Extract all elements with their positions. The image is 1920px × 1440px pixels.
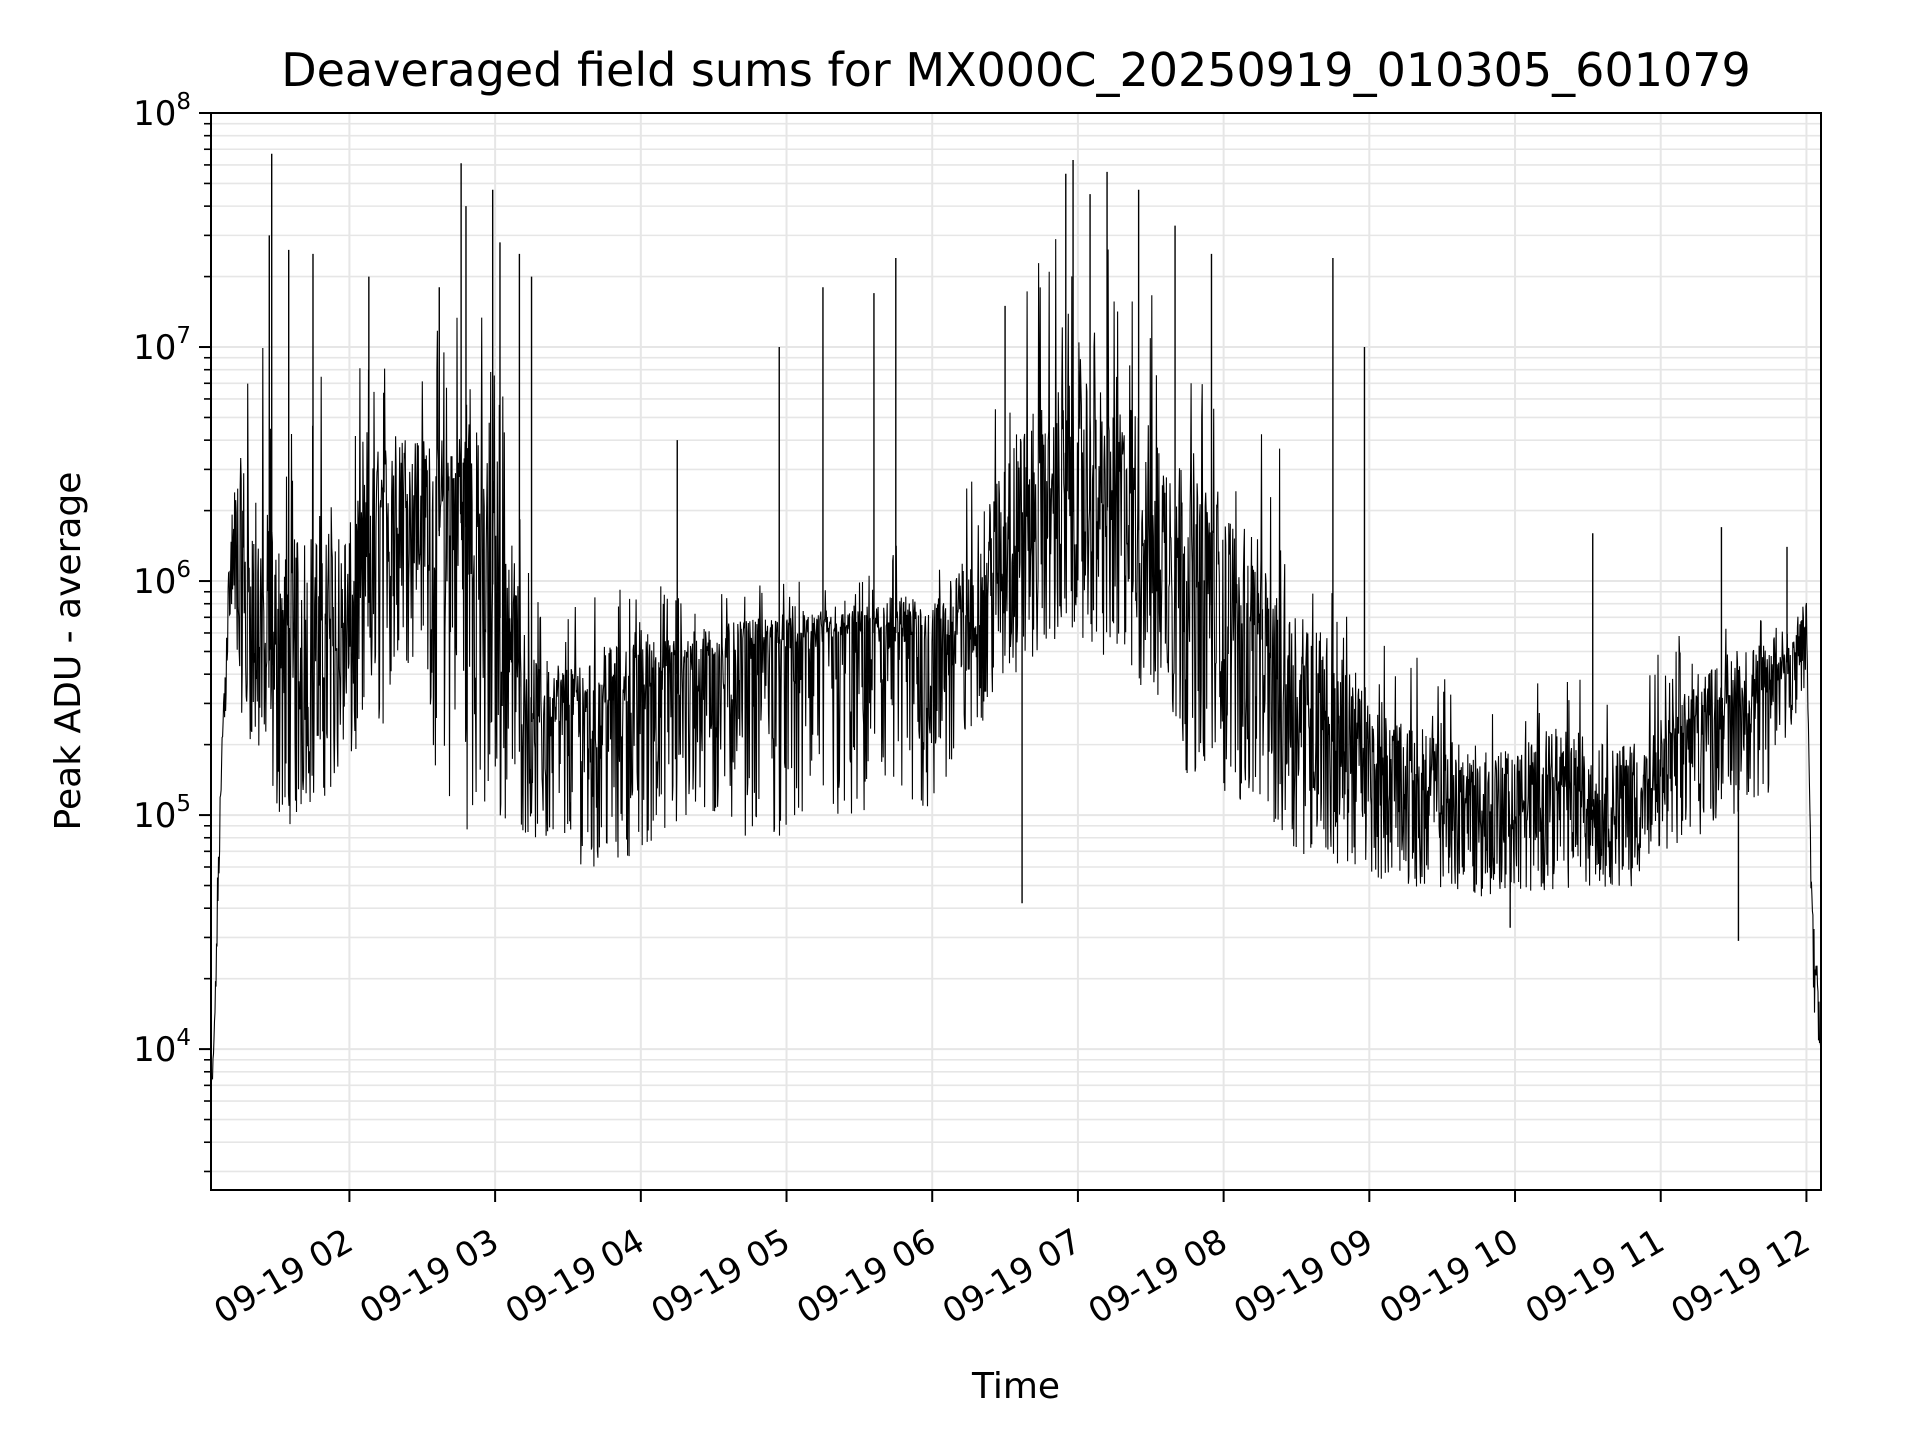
y-axis: 104 105 106 107 108: [133, 89, 211, 1173]
y-tick-label: 105: [133, 791, 191, 836]
y-tick-label: 104: [133, 1025, 191, 1070]
data-series: [210, 153, 1822, 1098]
chart-title: Deaveraged field sums for MX000C_2025091…: [281, 43, 1751, 97]
y-tick-label: 107: [133, 323, 191, 368]
series-line: [210, 239, 1822, 1098]
y-axis-label: Peak ADU - average: [48, 472, 89, 831]
y-tick-label: 108: [133, 89, 191, 134]
x-axis-label: Time: [971, 1366, 1060, 1407]
y-tick-label: 106: [133, 557, 191, 602]
